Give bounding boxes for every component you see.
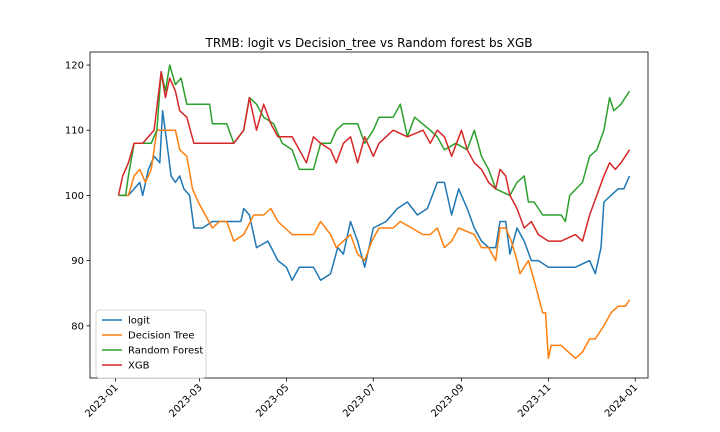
legend: logit Decision Tree Random Forest XGB (95, 309, 207, 379)
legend-label: logit (128, 316, 150, 327)
series-line-xgb (117, 70, 631, 242)
series-layer (117, 64, 631, 360)
y-axis: 80 90 100 110 120 (65, 61, 90, 332)
legend-label: XGB (128, 361, 150, 372)
series-line-random-forest (118, 64, 631, 223)
legend-box (95, 309, 207, 379)
chart-title: TRMB: logit vs Decision_tree vs Random f… (205, 36, 533, 50)
y-tick-label: 80 (71, 321, 84, 332)
series-line-logit (118, 109, 631, 281)
y-tick-label: 100 (65, 191, 84, 202)
legend-label: Decision Tree (128, 331, 195, 342)
y-tick-label: 120 (65, 61, 84, 72)
y-tick-label: 90 (71, 256, 84, 267)
legend-label: Random Forest (128, 346, 203, 357)
series-line-decision-tree (118, 129, 631, 360)
axes-frame (89, 51, 649, 379)
y-tick-label: 110 (65, 126, 84, 137)
